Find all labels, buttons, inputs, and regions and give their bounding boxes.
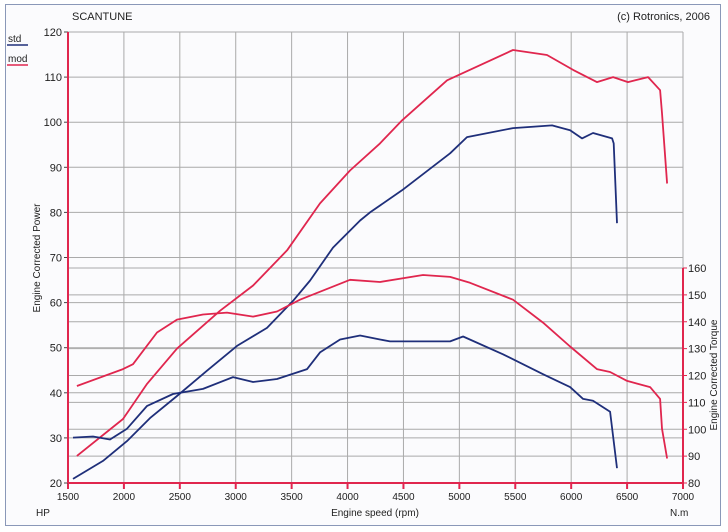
- legend-std-label: std: [8, 34, 21, 45]
- y-axis-label: Engine Corrected Power: [32, 203, 43, 313]
- y2-tick-label: 150: [688, 290, 706, 302]
- y-tick-label: 20: [50, 478, 62, 490]
- std-power-line: [72, 124, 618, 480]
- x-axis-label: Engine speed (rpm): [331, 508, 419, 519]
- x-tick-label: 2000: [113, 492, 136, 503]
- y-tick-label: 30: [50, 433, 62, 445]
- y-tick-label: 40: [50, 388, 62, 400]
- x-tick-label: 6000: [560, 492, 583, 503]
- y-tick-label: 60: [50, 298, 62, 310]
- y2-tick-label: 100: [688, 424, 706, 436]
- y2-tick-label: 160: [688, 263, 706, 275]
- series-lines: [72, 49, 668, 480]
- x-tick-label: 5500: [504, 492, 527, 503]
- grid: [67, 31, 684, 484]
- y2-tick-label: 120: [688, 371, 706, 383]
- mod-torque-line: [76, 274, 668, 459]
- x-tick-label: 7000: [672, 492, 695, 503]
- copyright: (c) Rotronics, 2006: [617, 11, 710, 23]
- x-tick-label: 1500: [57, 492, 80, 503]
- y2-tick-label: 140: [688, 317, 706, 329]
- y2-axis-label: Engine Corrected Torque: [709, 319, 720, 430]
- axes: [64, 31, 687, 489]
- legend-mod-label: mod: [8, 54, 27, 65]
- y2-tick-label: 90: [688, 451, 700, 463]
- y-unit-label: HP: [36, 508, 50, 519]
- y-tick-label: 120: [44, 27, 62, 39]
- y-tick-label: 50: [50, 343, 62, 355]
- x-tick-label: 3000: [225, 492, 248, 503]
- y2-unit-label: N.m: [670, 508, 688, 519]
- y2-tick-label: 80: [688, 478, 700, 490]
- y-tick-label: 90: [50, 162, 62, 174]
- x-tick-label: 2500: [169, 492, 192, 503]
- y2-tick-label: 130: [688, 344, 706, 356]
- y-tick-label: 70: [50, 253, 62, 265]
- y-tick-label: 80: [50, 207, 62, 219]
- y-tick-label: 110: [44, 72, 62, 84]
- y-tick-label: 100: [44, 117, 62, 129]
- tick-labels: 1500 2000 2500 3000 3500 4000 4500 5000 5500 6000…: [44, 27, 707, 503]
- x-tick-label: 6500: [616, 492, 639, 503]
- x-tick-label: 4000: [336, 492, 359, 503]
- std-torque-line: [72, 334, 618, 469]
- mod-power-line: [76, 49, 668, 457]
- x-tick-label: 5000: [448, 492, 471, 503]
- x-tick-label: 4500: [392, 492, 415, 503]
- y2-tick-label: 110: [688, 397, 706, 409]
- brand-title: SCANTUNE: [72, 11, 133, 23]
- x-tick-label: 3500: [281, 492, 304, 503]
